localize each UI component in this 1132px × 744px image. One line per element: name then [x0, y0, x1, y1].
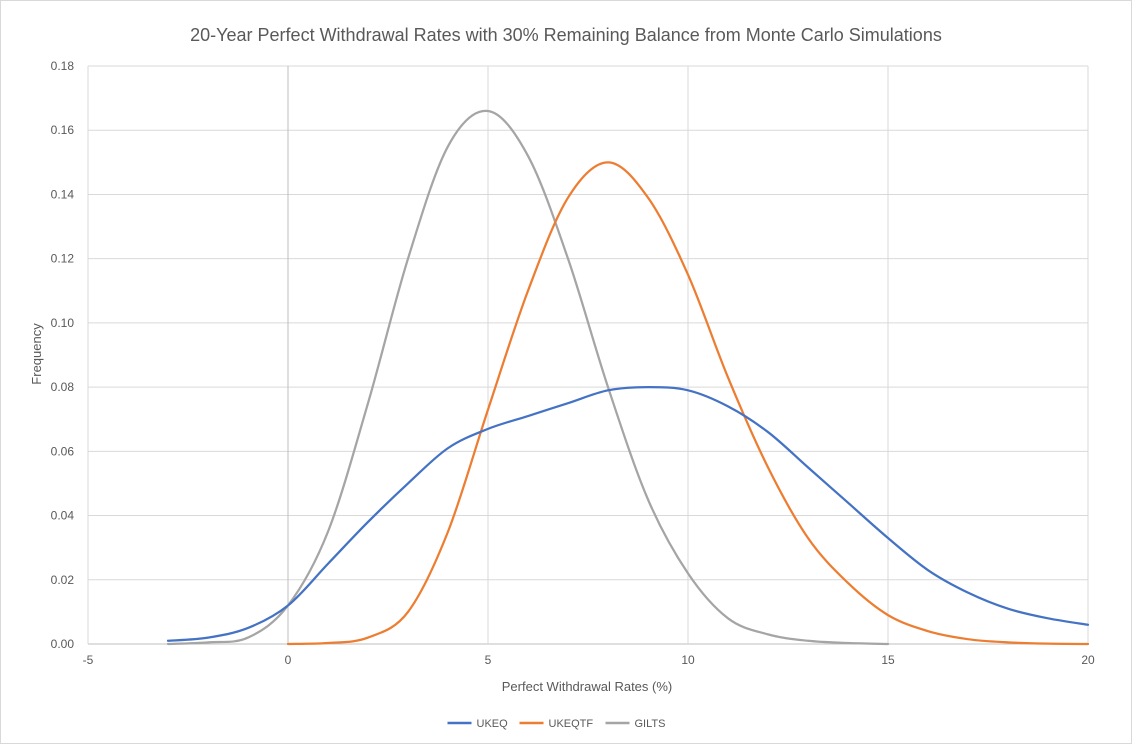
x-tick-label: 15	[881, 653, 895, 667]
x-axis-title: Perfect Withdrawal Rates (%)	[502, 679, 673, 694]
x-tick-label: -5	[83, 653, 94, 667]
y-tick-label: 0.18	[51, 59, 75, 73]
x-tick-label: 20	[1081, 653, 1095, 667]
series-line-gilts	[166, 109, 890, 646]
y-tick-label: 0.08	[51, 380, 75, 394]
y-tick-label: 0.14	[51, 187, 75, 201]
x-tick-label: 5	[485, 653, 492, 667]
y-tick-label: 0.06	[51, 444, 75, 458]
legend-label: UKEQTF	[549, 718, 594, 730]
y-tick-label: 0.16	[51, 123, 75, 137]
tick-labels: 0.00 0.02 0.04 0.06 0.08 0.10 0.12 0.14 0.16 0.18…	[51, 59, 1095, 667]
grid-lines	[87, 65, 1089, 645]
x-tick-label: 0	[285, 653, 292, 667]
legend-item-gilts: GILTS	[605, 718, 666, 730]
y-tick-label: 0.12	[51, 252, 75, 266]
x-tick-label: 10	[681, 653, 695, 667]
y-tick-label: 0.04	[51, 509, 75, 523]
y-tick-label: 0.00	[51, 637, 75, 651]
chart-title: 20-Year Perfect Withdrawal Rates with 30…	[190, 25, 942, 45]
series-lines	[166, 109, 1090, 646]
series-line-ukeq	[166, 385, 1090, 642]
legend-item-ukeqtf: UKEQTF	[519, 718, 594, 730]
y-tick-label: 0.10	[51, 316, 75, 330]
legend-label: GILTS	[635, 718, 666, 730]
legend: UKEQ UKEQTF GILTS	[447, 718, 666, 730]
y-axis-title: Frequency	[29, 323, 44, 385]
series-line-ukeqtf	[286, 161, 1090, 646]
y-tick-label: 0.02	[51, 573, 75, 587]
legend-label: UKEQ	[477, 718, 509, 730]
legend-item-ukeq: UKEQ	[447, 718, 509, 730]
